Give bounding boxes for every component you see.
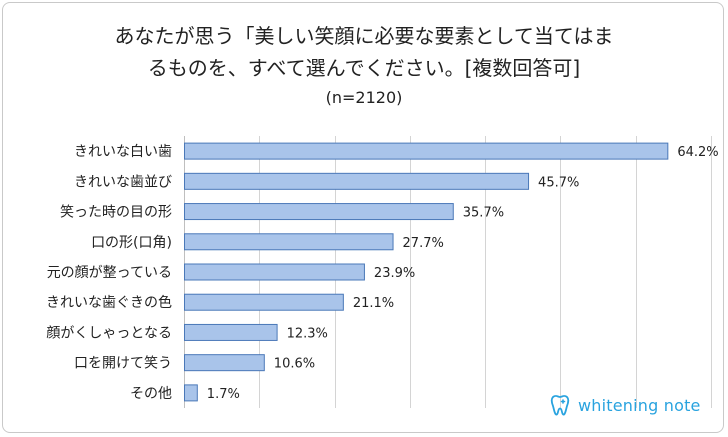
bar — [184, 263, 365, 281]
value-label: 35.7% — [463, 206, 504, 221]
value-label: 1.7% — [207, 387, 240, 402]
logo-text: whitening note — [578, 395, 701, 415]
bar — [184, 384, 198, 402]
tooth-icon — [550, 395, 570, 416]
category-label: その他 — [130, 386, 172, 402]
bar — [184, 354, 265, 372]
value-label: 23.9% — [374, 266, 415, 281]
value-label: 21.1% — [353, 296, 394, 311]
chart-title-line-2: るものを、すべて選んでください。[複数回答可] — [147, 56, 581, 80]
value-labels: 64.2% 45.7% 35.7% 27.7% 23.9% 21.1% 12.3% 10.6%… — [207, 145, 719, 402]
bars — [184, 142, 669, 402]
value-label: 12.3% — [287, 326, 328, 341]
bar — [184, 142, 669, 160]
chart-subtitle: (n=2120) — [325, 88, 403, 107]
category-label: 口を開けて笑う — [74, 356, 172, 372]
category-label: 元の顔が整っている — [47, 265, 172, 281]
value-label: 27.7% — [403, 236, 444, 251]
whitening-note-logo: whitening note — [548, 393, 701, 417]
value-label: 10.6% — [274, 357, 315, 372]
category-label: 口の形(口角) — [91, 235, 172, 251]
category-label: きれいな歯ぐきの色 — [46, 294, 172, 311]
chart-title-line-1: あなたが思う「美しい笑顔に必要な要素として当てはま — [114, 24, 614, 48]
category-label: きれいな歯並び — [74, 174, 172, 190]
category-label: 顔がくしゃっとなる — [46, 325, 172, 341]
bar — [184, 203, 454, 221]
category-label: きれいな白い歯 — [74, 144, 172, 160]
bar — [184, 172, 530, 190]
category-label: 笑った時の目の形 — [60, 205, 172, 221]
value-label: 45.7% — [538, 175, 579, 190]
bar — [184, 293, 344, 311]
value-label: 64.2% — [677, 145, 718, 160]
bar — [184, 233, 394, 251]
bar — [184, 323, 278, 341]
